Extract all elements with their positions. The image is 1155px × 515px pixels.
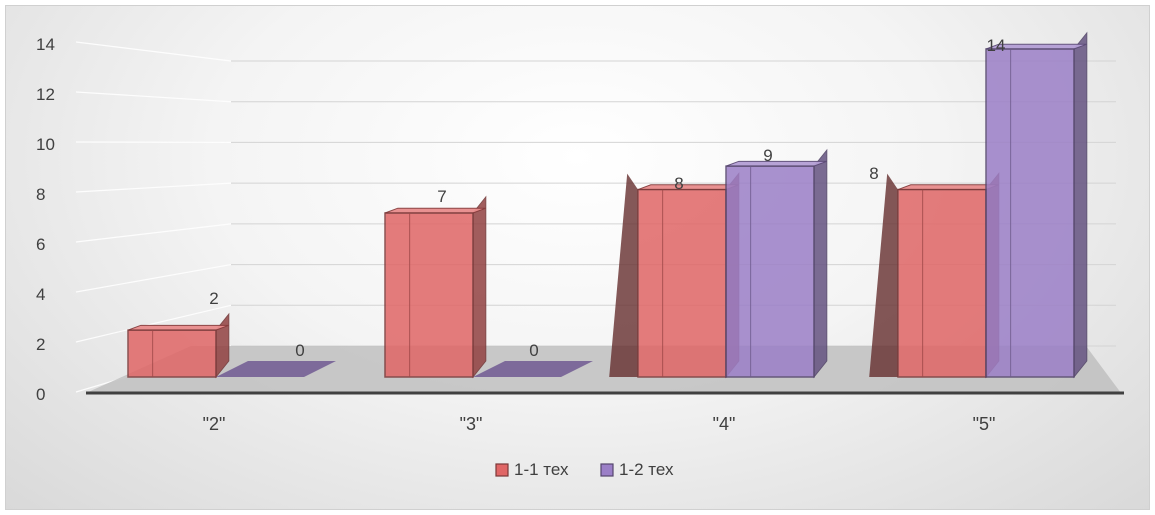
x-tick-label: "4" — [713, 414, 736, 434]
gridline-perspective — [75, 91, 232, 103]
x-tick-label: "3" — [460, 414, 483, 434]
x-tick-label: "2" — [203, 414, 226, 434]
bar — [985, 48, 1075, 378]
y-tick-label: 8 — [36, 185, 45, 204]
y-tick-label: 2 — [36, 335, 45, 354]
x-tick-label: "5" — [973, 414, 996, 434]
gridline-perspective — [75, 182, 232, 193]
chart-area: 0 2 4 6 8 10 12 14 2 0 "2" 7 0 "3" 8 9 "4" 8 14 "5" 1-1 тех 1… — [5, 5, 1150, 510]
bar-side — [813, 148, 828, 379]
bar — [637, 188, 727, 378]
data-label: 0 — [295, 341, 304, 360]
legend-entry: 1-2 тех — [619, 460, 674, 479]
data-label: 2 — [209, 289, 218, 308]
gridline-perspective — [75, 304, 232, 343]
bar-zero-plate — [216, 361, 336, 377]
data-label: 7 — [437, 187, 446, 206]
legend-entry: 1-1 тех — [514, 460, 569, 479]
bar-side — [472, 195, 487, 379]
bar-chart: 0 2 4 6 8 10 12 14 2 0 "2" 7 0 "3" 8 9 "4" 8 14 "5" 1-1 тех 1… — [36, 31, 1124, 479]
legend-swatch — [600, 463, 614, 477]
y-tick-label: 14 — [36, 35, 55, 54]
gridline-perspective — [75, 223, 232, 243]
y-tick-label: 12 — [36, 85, 55, 104]
bar — [384, 212, 474, 378]
bar-shadow — [609, 173, 638, 377]
legend-swatch — [495, 463, 509, 477]
y-tick-label: 4 — [36, 285, 45, 304]
bar-shadow — [869, 173, 898, 377]
data-label: 9 — [763, 146, 772, 165]
y-tick-label: 0 — [36, 385, 45, 404]
gridline-perspective — [75, 41, 232, 62]
bar-shadow — [99, 314, 128, 377]
data-label: 0 — [529, 341, 538, 360]
bar-side — [1073, 31, 1088, 379]
y-tick-label: 10 — [36, 135, 55, 154]
floor — [86, 346, 1121, 393]
bar-zero-plate — [473, 361, 593, 377]
bar — [127, 329, 217, 378]
y-tick-label: 6 — [36, 235, 45, 254]
data-label: 14 — [987, 36, 1006, 55]
data-label: 8 — [869, 164, 878, 183]
bar — [725, 165, 815, 378]
bar — [897, 188, 987, 378]
data-label: 8 — [674, 174, 683, 193]
gridline-perspective — [75, 263, 232, 293]
